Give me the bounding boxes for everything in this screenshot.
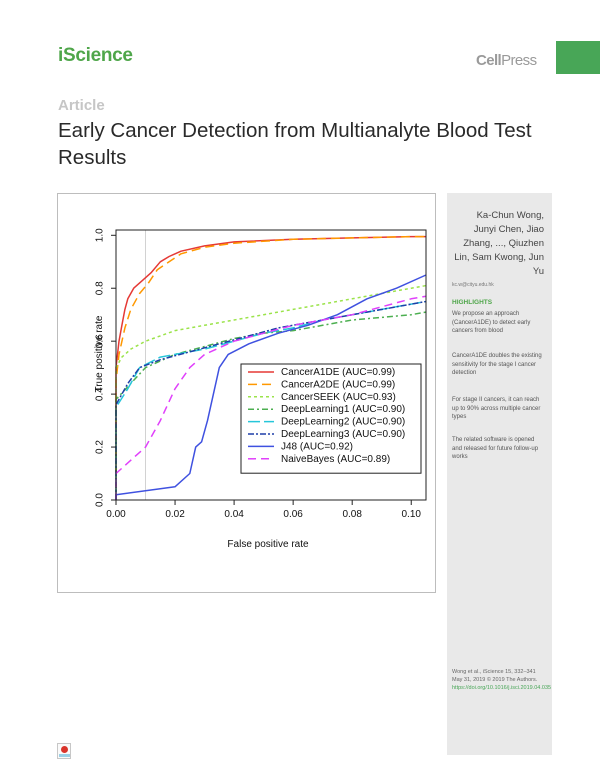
legend-label: J48 (AUC=0.92) <box>281 441 353 452</box>
legend-label: CancerA1DE (AUC=0.99) <box>281 367 395 378</box>
y-axis-label: True positive rate <box>94 315 105 392</box>
x-tick-label: 0.06 <box>283 509 303 520</box>
graphical-abstract-figure: 0.00 0.02 0.04 0.06 0.08 0.10 0.0 0.2 0.4 0.6 0.8 1… <box>57 193 436 593</box>
series-line-5 <box>115 300 427 500</box>
citation-block: Wong et al., iScience 15, 332–341 May 31… <box>452 668 552 693</box>
publisher-logo-cell: Cell <box>476 52 502 69</box>
citation-journal: Wong et al., iScience 15, 332–341 <box>452 669 536 675</box>
highlight-item: CancerA1DE doubles the existing sensitiv… <box>452 353 542 377</box>
series-line-7 <box>115 274 427 500</box>
author-list: Ka-Chun Wong, Junyi Chen, Jiao Zhang, ..… <box>454 210 544 277</box>
sidebar-panel <box>447 193 552 755</box>
corresponding-email[interactable]: kc.w@cityu.edu.hk <box>452 282 494 288</box>
y-tick-label: 0.8 <box>95 281 106 295</box>
legend-label: DeepLearning3 (AUC=0.90) <box>281 429 405 440</box>
article-title: Early Cancer Detection from Multianalyte… <box>58 119 532 169</box>
x-tick-label: 0.00 <box>106 509 126 520</box>
plot-area <box>115 230 427 500</box>
series-line-2 <box>115 235 426 500</box>
publisher-logo-press: Press <box>501 52 537 69</box>
highlight-item: We propose an approach (CancerA1DE) to d… <box>452 311 531 335</box>
series-line-6 <box>115 300 427 500</box>
x-tick-label: 0.02 <box>165 509 185 520</box>
publisher-logo: CellPress <box>476 52 537 69</box>
doi-link[interactable]: https://doi.org/10.1016/j.isci.2019.04.0… <box>452 685 552 692</box>
article-type-label: Article <box>58 97 105 114</box>
x-tick-label: 0.10 <box>402 509 422 520</box>
y-tick-label: 0.2 <box>95 440 106 454</box>
legend-box <box>240 363 422 474</box>
check-for-updates-icon[interactable] <box>57 743 71 759</box>
x-tick-label: 0.08 <box>342 509 362 520</box>
y-tick-label: 0.0 <box>95 493 106 507</box>
series-line-8 <box>115 295 427 500</box>
highlight-item: The related software is opened and relea… <box>452 437 539 461</box>
brand-tab <box>556 41 600 74</box>
legend-label: DeepLearning2 (AUC=0.90) <box>281 417 405 428</box>
check-for-updates-label <box>59 754 70 757</box>
legend-label: CancerSEEK (AUC=0.93) <box>281 392 396 403</box>
x-tick-label: 0.04 <box>224 509 244 520</box>
x-axis-label: False positive rate <box>227 539 309 550</box>
roc-chart: 0.00 0.02 0.04 0.06 0.08 0.10 0.0 0.2 0.4 0.6 0.8 1… <box>94 228 427 550</box>
y-tick-label: 0.6 <box>95 334 106 348</box>
chart-legend: CancerA1DE (AUC=0.99)CancerA2DE (AUC=0.9… <box>240 363 422 474</box>
highlight-item: For stage II cancers, it can reach up to… <box>452 397 541 421</box>
legend-label: NaiveBayes (AUC=0.89) <box>281 454 390 465</box>
check-for-updates-mark <box>61 746 68 753</box>
series-line-3 <box>115 284 427 500</box>
highlights-heading: HIGHLIGHTS <box>452 299 493 306</box>
plot-frame <box>115 229 427 501</box>
journal-name: iScience <box>58 45 133 66</box>
legend-label: DeepLearning1 (AUC=0.90) <box>281 404 405 415</box>
y-tick-label: 0.4 <box>95 387 106 401</box>
citation-date: May 31, 2019 © 2019 The Authors. <box>452 677 538 684</box>
y-tick-label: 1.0 <box>95 228 106 242</box>
axes-layer: 0.00 0.02 0.04 0.06 0.08 0.10 0.0 0.2 0.4 0.6 0.8 1… <box>95 228 427 520</box>
legend-label: CancerA2DE (AUC=0.99) <box>281 379 395 390</box>
